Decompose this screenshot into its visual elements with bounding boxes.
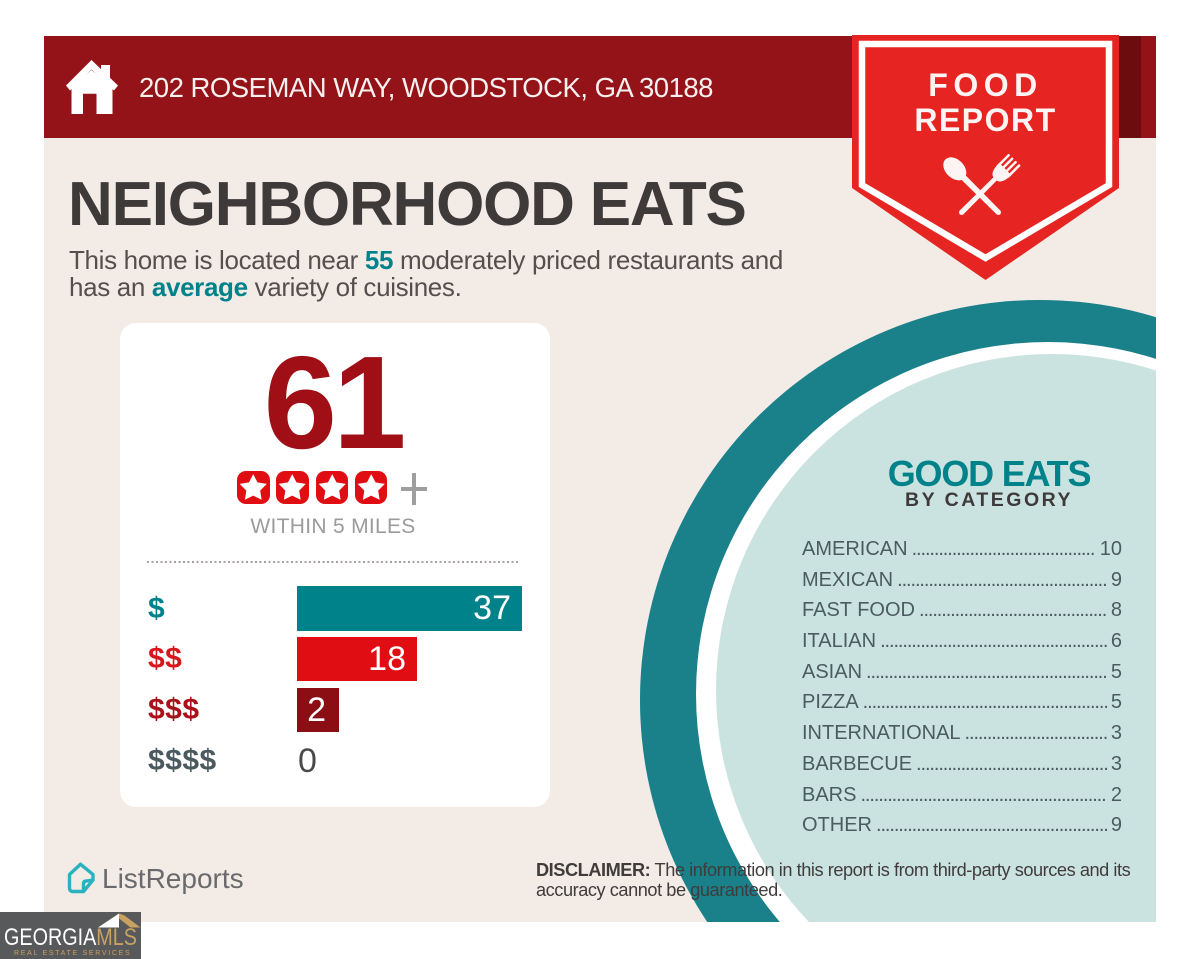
svg-text:REPORT: REPORT — [914, 102, 1056, 138]
svg-text:FOOD: FOOD — [928, 67, 1042, 103]
